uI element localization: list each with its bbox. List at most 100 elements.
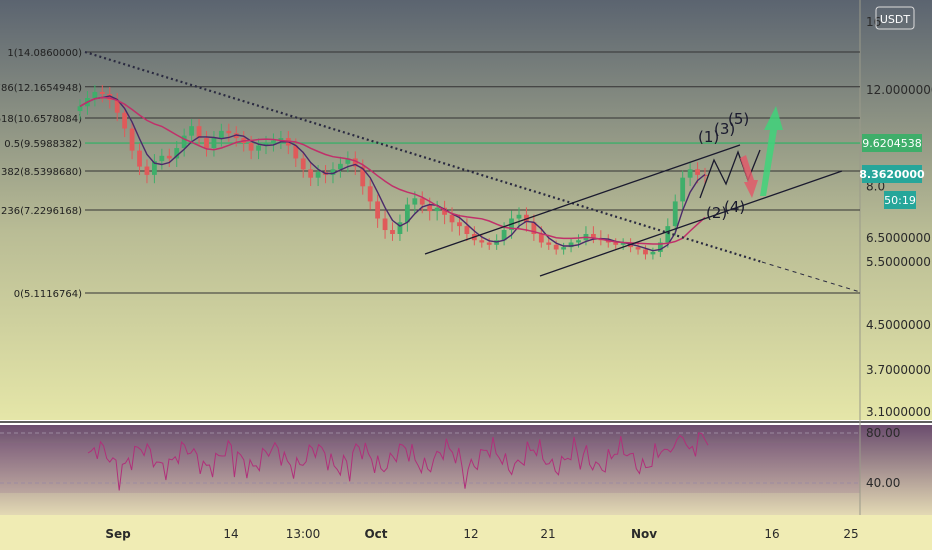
candle-body	[99, 91, 105, 94]
candle-body	[457, 222, 462, 227]
candle-body	[590, 233, 596, 238]
moving-averages	[79, 95, 706, 252]
candle-body	[434, 207, 440, 212]
candle-body	[352, 158, 358, 167]
channel-upper-line[interactable]	[424, 144, 741, 255]
candle-body	[204, 138, 209, 149]
rsi-line	[87, 432, 709, 491]
candle-body	[613, 242, 619, 245]
candle-body	[345, 158, 351, 164]
candle-body	[278, 138, 284, 141]
descending-trendline-extension	[761, 261, 861, 293]
wave-label-5: (5)	[728, 110, 749, 128]
candle-body	[382, 218, 388, 231]
candle-body	[181, 135, 187, 149]
candle-body	[360, 166, 366, 187]
candle-body	[650, 251, 656, 255]
time-axis-label: 13:00	[286, 527, 321, 541]
price-axis-label: 6.5000000	[866, 231, 931, 245]
time-axis-label: 21	[540, 527, 555, 541]
candle-body	[375, 201, 381, 219]
candle-body	[531, 222, 537, 234]
time-axis-label: 25	[843, 527, 858, 541]
fib-label: 0.786(12.1654948)	[0, 83, 82, 94]
wave-label-1: (1)	[698, 128, 719, 146]
rsi-pane-background	[0, 425, 932, 515]
up-arrow	[760, 106, 783, 196]
candle-body	[657, 242, 663, 252]
time-axis[interactable]: Sep 14 13:00 Oct 12 21 Nov 16 25	[105, 527, 858, 541]
candle-body	[620, 242, 626, 245]
candle-body	[561, 247, 567, 250]
candle-body	[308, 169, 314, 178]
candle-body	[546, 242, 552, 245]
candle-body	[218, 130, 224, 139]
fibonacci-levels: 1(14.0860000) 0.786(12.1654948) 0.618(10.6…	[0, 48, 860, 300]
drawings	[84, 50, 861, 293]
channel-lower-line[interactable]	[539, 170, 843, 277]
candle-body	[114, 100, 120, 113]
wave-label-2: (2)	[706, 204, 727, 222]
fib-label: 1(14.0860000)	[7, 48, 82, 59]
candle-body	[129, 128, 135, 151]
candle-body	[390, 230, 395, 234]
candle-body	[576, 240, 581, 243]
candle-body	[479, 240, 485, 243]
price-axis-label: 3.1000000	[866, 405, 931, 419]
rsi-indicator: 80.00 40.00	[0, 426, 900, 491]
candle-body	[122, 112, 128, 129]
candle-body	[248, 143, 254, 151]
projection-arrows	[740, 106, 783, 198]
fib-label: 0.382(8.5398680)	[0, 167, 82, 178]
countdown-label: 50:19	[884, 194, 916, 207]
candle-body	[464, 226, 470, 234]
price-tag-green-label: 9.6204538	[862, 137, 922, 150]
price-tag-green: 9.6204538	[862, 134, 922, 152]
candle-body	[144, 166, 150, 175]
candle-body	[605, 240, 611, 243]
wave-labels: (1) (3) (5) (2) (4)	[698, 110, 749, 222]
time-axis-label: Sep	[105, 527, 131, 541]
candle-body	[486, 242, 492, 245]
candle-body	[189, 126, 195, 136]
rsi-tick-label: 40.00	[866, 476, 900, 490]
candle-body	[419, 198, 425, 205]
candle-body	[159, 155, 165, 162]
candle-body	[427, 204, 433, 212]
fib-label: 0.618(10.6578084)	[0, 114, 82, 125]
candle-body	[442, 207, 447, 215]
candle-body	[263, 143, 269, 146]
currency-badge[interactable]: USDT	[875, 6, 915, 30]
candle-body	[196, 126, 202, 139]
candle-body	[330, 169, 336, 175]
candle-body	[137, 150, 142, 167]
candle-body	[501, 230, 507, 241]
time-axis-label: 16	[764, 527, 779, 541]
down-arrow	[740, 155, 758, 198]
candle-body	[77, 106, 83, 112]
price-axis-label: 4.5000000	[866, 318, 931, 332]
candle-body	[680, 177, 686, 202]
candle-body	[226, 130, 232, 134]
candle-body	[687, 169, 693, 178]
wave-label-4: (4)	[724, 198, 745, 216]
candle-body	[635, 247, 641, 250]
descending-trendline[interactable]	[84, 50, 763, 264]
price-tag-teal-label: 8.3620000	[859, 168, 925, 181]
price-axis[interactable]: 1612.00000008.06.50000005.50000004.50000…	[866, 15, 932, 419]
ma-slow-line	[79, 96, 706, 245]
price-axis-label: 5.5000000	[866, 255, 931, 269]
countdown-tag: 50:19	[884, 191, 916, 209]
fib-label: 0.5(9.5988382)	[4, 139, 82, 150]
candle-body	[568, 242, 574, 248]
candle-body	[315, 172, 321, 178]
rsi-tick-label: 80.00	[866, 426, 900, 440]
candle-body	[338, 163, 343, 170]
price-axis-label: 16	[866, 15, 881, 29]
candle-body	[695, 169, 700, 175]
candle-body	[174, 148, 180, 159]
candle-body	[412, 198, 418, 205]
candle-body	[152, 161, 157, 175]
candle-body	[293, 145, 299, 159]
